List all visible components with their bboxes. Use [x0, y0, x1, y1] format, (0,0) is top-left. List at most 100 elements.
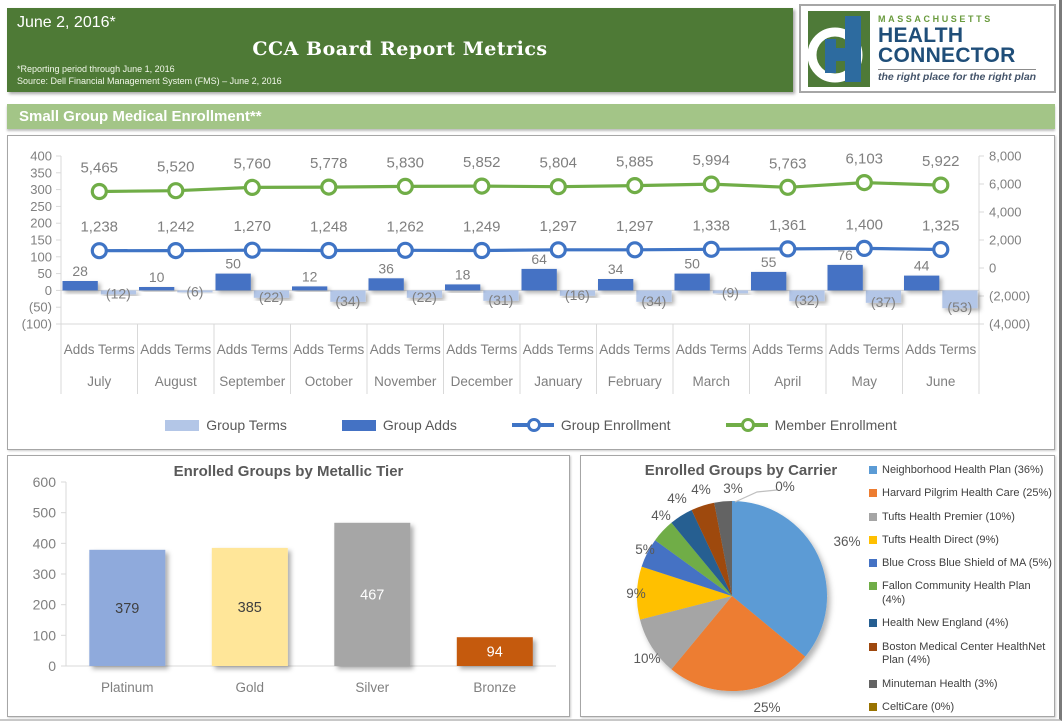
svg-text:Adds Terms: Adds Terms [676, 342, 747, 357]
svg-text:64: 64 [531, 251, 547, 267]
bar-group-adds [215, 273, 251, 291]
marker-member-enrollment [779, 178, 797, 196]
legend-label: Minuteman Health (3%) [882, 677, 998, 690]
svg-text:(22): (22) [259, 289, 284, 305]
svg-text:5,885: 5,885 [616, 154, 654, 171]
svg-text:2,000: 2,000 [989, 233, 1022, 248]
svg-text:(100): (100) [22, 317, 52, 332]
svg-text:1,238: 1,238 [80, 219, 118, 236]
svg-text:Adds Terms: Adds Terms [64, 342, 135, 357]
marker-member-enrollment [90, 182, 108, 201]
svg-text:Adds Terms: Adds Terms [752, 342, 823, 357]
svg-text:500: 500 [33, 505, 57, 521]
legend-swatch [869, 489, 877, 498]
legend-label: Blue Cross Blue Shield of MA (5%) [882, 557, 1052, 569]
marker-group-enrollment [243, 241, 261, 259]
svg-text:Gold: Gold [235, 680, 264, 695]
svg-text:1,325: 1,325 [922, 217, 960, 234]
svg-text:25%: 25% [753, 700, 780, 715]
svg-text:November: November [374, 374, 437, 389]
legend-label: Member Enrollment [774, 417, 897, 433]
bar-gold [211, 547, 288, 666]
svg-text:5,778: 5,778 [310, 155, 348, 172]
legend-item-member-enrollment: Member Enrollment [725, 417, 897, 433]
svg-text:50: 50 [684, 256, 700, 272]
svg-text:(34): (34) [641, 293, 666, 309]
svg-text:50: 50 [38, 266, 52, 281]
svg-text:385: 385 [238, 600, 262, 616]
legend-swatch [165, 419, 200, 431]
svg-text:Platinum: Platinum [101, 680, 154, 695]
svg-text:10: 10 [149, 269, 165, 285]
pie-slice-harvard-pilgrim-health-care [671, 596, 806, 692]
report-note-reporting-period: *Reporting period through June 1, 2016 [17, 63, 175, 74]
carrier-pie-panel: Enrolled Groups by Carrier 36% 25% 10% 9% 5%… [580, 455, 1055, 717]
legend-label: Boston Medical Center HealthNet Plan (4%… [882, 640, 1046, 667]
svg-text:3%: 3% [723, 481, 743, 496]
svg-text:100: 100 [33, 627, 57, 643]
legend-label: Harvard Pilgrim Health Care (25%) [882, 487, 1052, 500]
logo-name-connector: CONNECTOR [878, 43, 1016, 67]
svg-text:January: January [534, 374, 582, 389]
legend-item-minuteman-health: Minuteman Health (3%) [869, 678, 1053, 692]
bar-group-terms [253, 290, 290, 298]
legend-label: CeltiCare (0%) [882, 700, 955, 713]
bar-group-terms [712, 290, 749, 294]
legend-item-blue-cross-blue-shield-of-ma: Blue Cross Blue Shield of MA (5%) [869, 557, 1053, 571]
svg-text:1,297: 1,297 [616, 218, 654, 235]
svg-text:February: February [608, 374, 662, 389]
marker-member-enrollment [396, 177, 414, 196]
svg-text:200: 200 [30, 216, 52, 231]
logo-region-label: MASSACHUSETTS [878, 13, 993, 24]
marker-member-enrollment [473, 177, 491, 195]
svg-text:100: 100 [30, 249, 52, 264]
svg-text:1,249: 1,249 [463, 219, 501, 236]
legend-swatch [869, 559, 877, 567]
legend-swatch [511, 418, 554, 433]
svg-text:300: 300 [33, 566, 57, 582]
pie-slice-boston-medical-center-healthnet-plan [691, 502, 732, 596]
svg-text:300: 300 [30, 182, 52, 197]
bar-group-terms [483, 290, 519, 301]
svg-text:36%: 36% [833, 534, 860, 549]
legend-swatch [869, 535, 877, 544]
bar-group-adds [904, 275, 940, 291]
legend-swatch [725, 418, 768, 433]
svg-text:(37): (37) [871, 294, 896, 310]
svg-text:1,270: 1,270 [233, 218, 271, 235]
svg-text:August: August [155, 374, 197, 389]
svg-text:(6): (6) [186, 283, 203, 299]
svg-text:April: April [774, 374, 801, 389]
legend-label: Neighborhood Health Plan (36%) [882, 464, 1044, 476]
legend-label: Tufts Health Direct (9%) [882, 533, 999, 546]
enrollment-chart-legend: Group Terms Group Adds Group Enrollment Mem… [8, 417, 1054, 433]
legend-item-harvard-pilgrim-health-care: Harvard Pilgrim Health Care (25%) [869, 487, 1053, 501]
svg-text:350: 350 [30, 165, 52, 180]
bar-group-adds [62, 281, 98, 291]
report-title: CCA Board Report Metrics [252, 38, 548, 60]
svg-text:Adds Terms: Adds Terms [905, 342, 976, 357]
pie-slice-fallon-community-health-plan [655, 522, 732, 596]
svg-text:5,922: 5,922 [922, 153, 960, 170]
svg-text:6,103: 6,103 [845, 151, 883, 168]
legend-item-health-new-england: Health New England (4%) [869, 617, 1053, 631]
svg-text:May: May [851, 374, 877, 389]
svg-text:600: 600 [33, 474, 57, 490]
marker-group-enrollment [626, 241, 644, 259]
marker-group-enrollment [855, 239, 873, 258]
svg-text:Adds Terms: Adds Terms [446, 342, 517, 357]
svg-text:150: 150 [30, 233, 52, 248]
report-note-source: Source: Dell Financial Management System… [17, 75, 282, 86]
bar-group-adds [292, 286, 328, 291]
legend-label: Group Terms [206, 417, 287, 433]
legend-label: Group Adds [382, 417, 457, 433]
svg-text:June: June [926, 374, 955, 389]
legend-item-boston-medical-center-healthnet-plan: Boston Medical Center HealthNet Plan (4%… [869, 641, 1053, 669]
marker-member-enrollment [932, 176, 950, 194]
svg-text:400: 400 [30, 149, 52, 164]
legend-label: Tufts Health Premier (10%) [882, 510, 1015, 523]
report-date: June 2, 2016* [17, 14, 116, 31]
marker-member-enrollment [626, 176, 644, 195]
carrier-pie-legend: Neighborhood Health Plan (36%) Harvard Pi… [869, 464, 1053, 719]
pie-slice-tufts-health-direct [636, 566, 732, 620]
